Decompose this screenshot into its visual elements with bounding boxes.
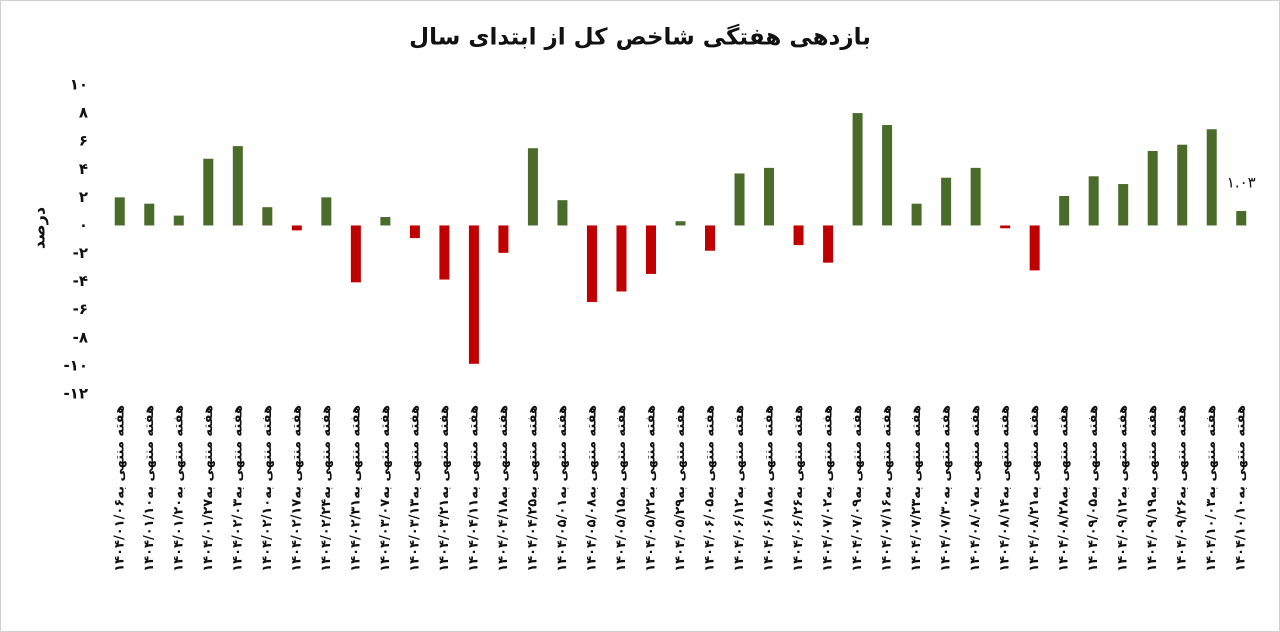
bar — [645, 225, 656, 274]
bar — [941, 177, 952, 226]
x-tick-label: هفته منتهی به۱۴۰۴/۰۷/۳۰ — [939, 405, 954, 572]
x-tick-label: هفته منتهی به۱۴۰۴/۰۹/۱۲ — [1116, 405, 1131, 572]
bar — [852, 113, 863, 226]
bar — [823, 225, 834, 263]
bar — [882, 125, 893, 226]
x-tick-label: هفته منتهی به۱۴۰۴/۰۸/۰۷ — [968, 405, 983, 572]
y-tick-label: ۸ — [79, 104, 88, 122]
x-tick-label: هفته منتهی به۱۴۰۴/۰۵/۱۵ — [614, 405, 629, 572]
bar — [1029, 225, 1040, 271]
x-tick-label: هفته منتهی به۱۴۰۴/۰۴/۱۱ — [466, 405, 481, 572]
bar — [1147, 151, 1158, 226]
bar — [1236, 210, 1247, 226]
x-tick-label: هفته منتهی به۱۴۰۴/۰۷/۱۶ — [880, 405, 895, 572]
y-tick-label: -۴ — [73, 272, 88, 290]
y-tick-label: ۴ — [79, 160, 88, 178]
y-tick-label: -۶ — [73, 300, 88, 318]
x-tick-label: هفته منتهی به۱۴۰۴/۰۸/۲۸ — [1057, 405, 1072, 572]
x-tick-label: هفته منتهی به۱۴۰۴/۰۹/۱۹ — [1145, 405, 1160, 572]
x-tick-label: هفته منتهی به۱۴۰۴/۰۵/۲۹ — [673, 405, 688, 572]
x-tick-label: هفته منتهی به۱۴۰۴/۰۵/۰۱ — [555, 405, 570, 572]
bar — [144, 203, 155, 226]
bar — [291, 225, 302, 231]
bar — [1059, 195, 1070, 226]
bar — [1088, 176, 1099, 226]
bar — [439, 225, 450, 280]
bar — [1118, 184, 1129, 226]
bar — [734, 173, 745, 226]
x-tick-label: هفته منتهی به۱۴۰۴/۰۲/۱۷ — [289, 405, 304, 572]
x-tick-label: هفته منتهی به۱۴۰۴/۰۶/۱۲ — [732, 405, 747, 572]
x-tick-label: هفته منتهی به۱۴۰۴/۰۶/۰۵ — [703, 405, 718, 572]
x-tick-label: هفته منتهی به۱۴۰۴/۰۸/۱۴ — [998, 405, 1013, 572]
y-tick-label: -۱۲ — [63, 385, 88, 403]
x-tick-label: هفته منتهی به۱۴۰۴/۰۷/۰۹ — [850, 405, 865, 572]
x-tick-label: هفته منتهی به۱۴۰۴/۰۱/۲۷ — [201, 405, 216, 572]
x-tick-label: هفته منتهی به۱۴۰۴/۰۴/۲۵ — [525, 405, 540, 572]
bar — [350, 225, 361, 283]
y-tick-label: ۶ — [79, 132, 88, 150]
x-tick-label: هفته منتهی به۱۴۰۴/۰۳/۰۷ — [378, 405, 393, 572]
bar — [380, 217, 391, 226]
x-tick-label: هفته منتهی به۱۴۰۴/۰۶/۱۸ — [762, 405, 777, 572]
bar — [468, 225, 479, 364]
bar — [970, 167, 981, 226]
x-tick-label: هفته منتهی به۱۴۰۴/۰۲/۳۱ — [348, 405, 363, 572]
x-tick-label: هفته منتهی به۱۴۰۴/۱۰/۰۳ — [1204, 405, 1219, 572]
x-tick-label: هفته منتهی به۱۴۰۴/۰۷/۰۲ — [821, 405, 836, 572]
x-tick-label: هفته منتهی به۱۴۰۴/۰۱/۱۰ — [142, 405, 157, 572]
bar — [557, 200, 568, 226]
bar — [498, 225, 509, 253]
x-tick-label: هفته منتهی به۱۴۰۴/۰۶/۲۶ — [791, 405, 806, 572]
bar — [793, 225, 804, 246]
bar — [616, 225, 627, 292]
x-tick-label: هفته منتهی به۱۴۰۴/۰۱/۰۶ — [112, 405, 127, 572]
bar — [586, 225, 597, 303]
bar — [409, 225, 420, 239]
x-tick-label: هفته منتهی به۱۴۰۴/۰۹/۲۶ — [1175, 405, 1190, 572]
value-label: ۱.۰۳ — [1227, 173, 1256, 191]
bar — [1000, 225, 1011, 229]
bar — [527, 148, 538, 226]
bar — [1206, 129, 1217, 226]
bar — [764, 167, 775, 226]
bar — [675, 221, 686, 226]
y-tick-label: -۱۰ — [63, 356, 88, 374]
x-tick-label: هفته منتهی به۱۴۰۴/۰۹/۰۵ — [1086, 405, 1101, 572]
x-tick-label: هفته منتهی به۱۴۰۴/۰۴/۱۸ — [496, 405, 511, 572]
x-tick-label: هفته منتهی به۱۴۰۴/۱۰/۱۰ — [1234, 405, 1249, 572]
bar — [1177, 144, 1188, 226]
y-tick-label: ۱۰ — [70, 76, 88, 94]
x-tick-label: هفته منتهی به۱۴۰۴/۰۲/۱۰ — [260, 405, 275, 572]
bar — [262, 207, 273, 226]
x-tick-label: هفته منتهی به۱۴۰۴/۰۸/۲۱ — [1027, 405, 1042, 572]
y-tick-label: -۸ — [73, 328, 88, 346]
chart-title: بازدهی هفتگی شاخص کل از ابتدای سال — [409, 24, 871, 51]
x-tick-label: هفته منتهی به۱۴۰۴/۰۵/۰۸ — [584, 405, 599, 572]
bar — [911, 203, 922, 226]
bar — [203, 158, 214, 226]
bar — [232, 146, 243, 226]
x-tick-label: هفته منتهی به۱۴۰۴/۰۲/۰۳ — [230, 405, 245, 572]
bar — [173, 215, 184, 226]
x-tick-label: هفته منتهی به۱۴۰۴/۰۳/۲۱ — [437, 405, 452, 572]
y-tick-label: ۰ — [79, 216, 88, 234]
bar — [114, 197, 125, 226]
x-tick-label: هفته منتهی به۱۴۰۴/۰۳/۱۳ — [407, 405, 422, 572]
bar — [321, 197, 332, 226]
x-tick-label: هفته منتهی به۱۴۰۴/۰۷/۲۳ — [909, 405, 924, 572]
x-tick-label: هفته منتهی به۱۴۰۴/۰۱/۲۰ — [171, 405, 186, 572]
bar — [705, 225, 716, 251]
y-axis-title: درصد — [30, 207, 49, 249]
y-tick-label: -۲ — [73, 244, 88, 262]
x-tick-label: هفته منتهی به۱۴۰۴/۰۲/۲۴ — [319, 405, 334, 572]
x-tick-label: هفته منتهی به۱۴۰۴/۰۵/۲۲ — [643, 405, 658, 572]
y-tick-label: ۲ — [79, 188, 88, 206]
